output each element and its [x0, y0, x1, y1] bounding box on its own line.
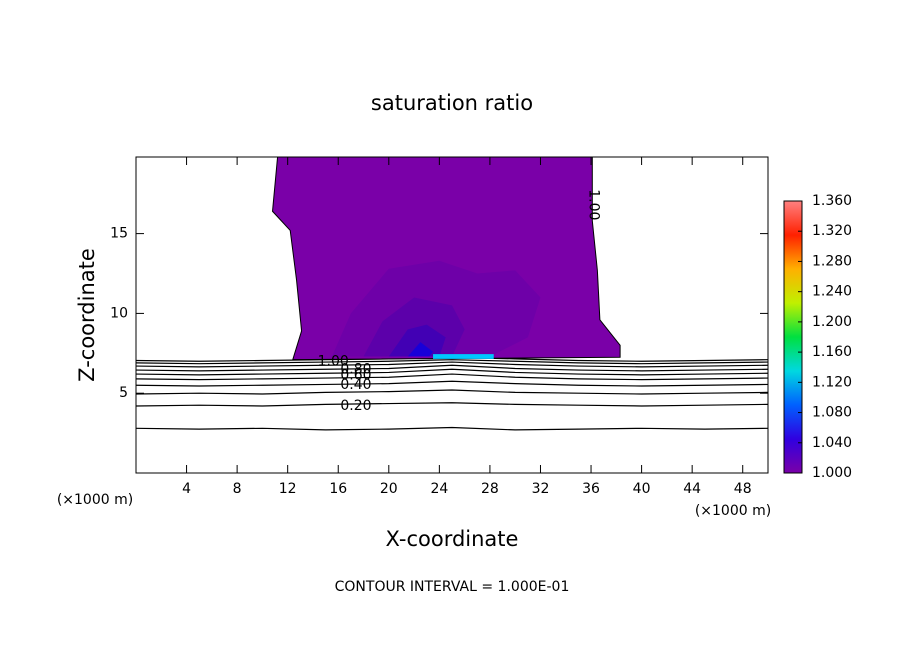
- contour-line: [136, 361, 768, 368]
- colorbar-tick-label: 1.240: [812, 284, 852, 300]
- contour-line: [136, 426, 768, 431]
- filled-region: [433, 354, 494, 359]
- contour-label: 1.00: [318, 353, 349, 369]
- colorbar-tick-label: 1.000: [812, 465, 852, 481]
- contour-line: [136, 389, 768, 395]
- plot-frame: [135, 156, 769, 474]
- x-tick-label: 40: [633, 481, 651, 497]
- filled-region: [388, 324, 446, 357]
- contour-label: 0.80: [340, 361, 371, 377]
- chart-title: saturation ratio: [371, 91, 533, 115]
- x-tick-label: 4: [182, 481, 191, 497]
- x-tick-label: 32: [532, 481, 550, 497]
- x-axis-label: X-coordinate: [386, 527, 519, 551]
- contour-label: 0.20: [340, 398, 371, 414]
- y-tick-label: 5: [119, 385, 128, 401]
- y-tick-label: 15: [110, 226, 128, 242]
- x-unit-label: (×1000 m): [57, 492, 133, 508]
- x-tick-label: 8: [233, 481, 242, 497]
- colorbar-tick-label: 1.080: [812, 405, 852, 421]
- contour-label: 0.40: [340, 377, 371, 393]
- colorbar-tick-label: 1.200: [812, 314, 852, 330]
- contour-label: 0.60: [340, 368, 371, 384]
- x-tick-label: 16: [329, 481, 347, 497]
- x-tick-label: 24: [430, 481, 448, 497]
- contour-line: [136, 402, 768, 407]
- x-tick-label: 28: [481, 481, 499, 497]
- colorbar-tick-label: 1.040: [812, 435, 852, 451]
- contour-line: [136, 380, 768, 387]
- contour-line: [136, 364, 768, 372]
- x-tick-label: 12: [279, 481, 297, 497]
- footer: CONTOUR INTERVAL = 1.000E-01: [335, 579, 570, 595]
- x-tick-label: 20: [380, 481, 398, 497]
- x-tick-label: 44: [683, 481, 701, 497]
- contour-label: 1.00: [586, 189, 602, 220]
- colorbar: [783, 200, 803, 474]
- y-tick-label: 10: [110, 305, 128, 321]
- x-tick-label: 36: [582, 481, 600, 497]
- colorbar-tick-label: 1.280: [812, 253, 852, 269]
- x-unit-label: (×1000 m): [695, 503, 771, 519]
- x-tick-label: 48: [734, 481, 752, 497]
- filled-region: [407, 342, 434, 357]
- colorbar-tick-label: 1.160: [812, 344, 852, 360]
- colorbar-tick-label: 1.120: [812, 374, 852, 390]
- contour-line: [136, 359, 768, 365]
- y-axis-label: Z-coordinate: [75, 248, 99, 382]
- colorbar-tick-label: 1.360: [812, 193, 852, 209]
- plot-area: 1.000.800.600.400.201.00: [136, 157, 768, 431]
- contour-line: [136, 373, 768, 381]
- colorbar-tick-label: 1.320: [812, 223, 852, 239]
- contour-line: [136, 368, 768, 376]
